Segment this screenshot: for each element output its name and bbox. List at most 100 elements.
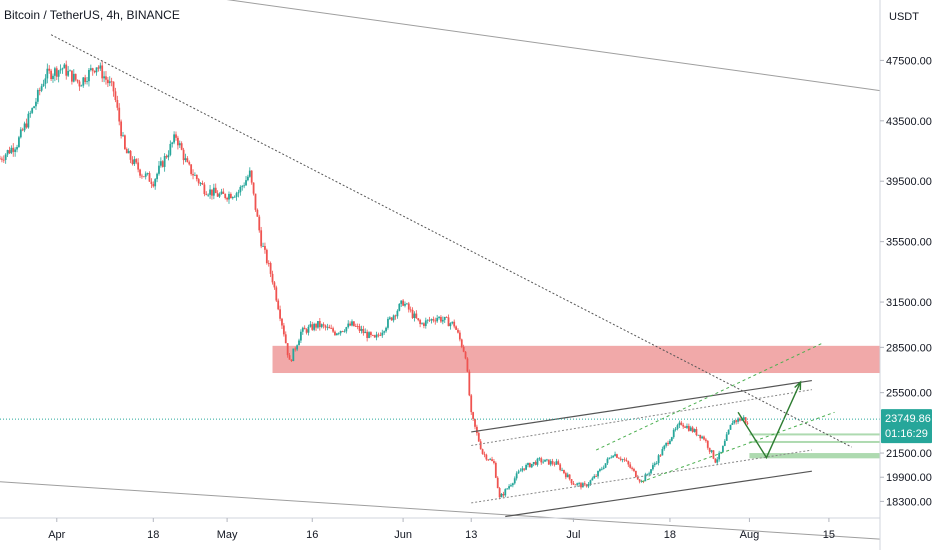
candle [464,351,467,360]
candle [678,420,681,428]
candle [317,321,319,329]
candle [182,147,185,165]
candle [69,69,71,72]
candle-body [387,318,389,328]
annotations-layer [272,345,881,459]
candle [633,467,635,473]
candle-body [192,173,194,176]
candle [547,459,550,465]
candle-body [496,477,499,489]
candle-body [80,85,83,87]
candle [458,330,461,342]
candle-body [423,323,425,326]
candle-body [129,150,132,160]
candle-body [517,471,520,474]
candle-body [682,424,685,427]
candle-body [256,209,259,217]
candle [118,103,121,126]
candle [53,66,56,82]
y-tick-label: 18300.00 [886,496,932,508]
candle [589,479,592,486]
candle [405,302,408,305]
candle-body [708,447,711,452]
candle [169,140,172,157]
candle [578,481,580,486]
candle-body [127,150,130,154]
candle [370,331,372,338]
candle-body [324,325,327,328]
candle [394,314,397,320]
candle-body [139,169,141,176]
candle [725,431,728,441]
candle [334,330,336,336]
candle-body [559,464,562,470]
candle [583,481,586,487]
candle [701,435,704,439]
candle-body [144,173,147,177]
candle-body [241,186,244,187]
candle-body [494,462,497,478]
candle [466,357,469,373]
candle [286,343,289,358]
candle-body [667,442,669,445]
candle-body [307,326,310,333]
candle-body [235,193,238,197]
candle [381,329,384,338]
candle [288,353,291,360]
candle-body [322,324,325,326]
candle [517,469,520,474]
candle-body [18,137,20,148]
candle-body [616,454,618,458]
candle [158,161,160,176]
candle [733,419,736,425]
candle-body [178,143,181,146]
candle-body [281,318,283,326]
candle [430,318,433,324]
candle-body [124,135,126,150]
candle [303,325,306,330]
candle [436,314,439,323]
candle [36,88,39,105]
candle [623,457,626,462]
candle-body [148,173,151,182]
candle [50,68,52,82]
candle-body [233,196,236,198]
candle-body [35,101,37,107]
candle-body [362,328,365,334]
candle [559,463,562,472]
candle-body [42,83,45,87]
candle-body [86,81,88,83]
candle [568,474,571,481]
candle-body [457,329,459,333]
candle-body [195,174,198,180]
candle [528,462,531,468]
candle-body [112,81,115,92]
candle [415,310,418,319]
candle [525,463,528,471]
candle-body [652,465,654,470]
candle [652,462,654,471]
candle [156,172,158,183]
candle [561,467,563,472]
candle [532,461,535,467]
candle-body [498,488,501,498]
candle-body [2,159,5,161]
candle-body [447,317,450,327]
candle-body [273,282,276,288]
candle-body [746,422,749,424]
candle-body [25,123,28,128]
candle-body [510,485,512,487]
candle-body [72,73,75,82]
candle [419,318,422,328]
candle-body [93,70,96,73]
candle-body [27,113,30,128]
x-tick-label: 16 [306,529,318,541]
candle-body [695,429,698,436]
candle [616,453,618,459]
candle [489,457,492,461]
candle [407,301,410,313]
candle-body [89,68,92,70]
inner-channel-upper [471,389,812,447]
candle-body [379,334,382,336]
